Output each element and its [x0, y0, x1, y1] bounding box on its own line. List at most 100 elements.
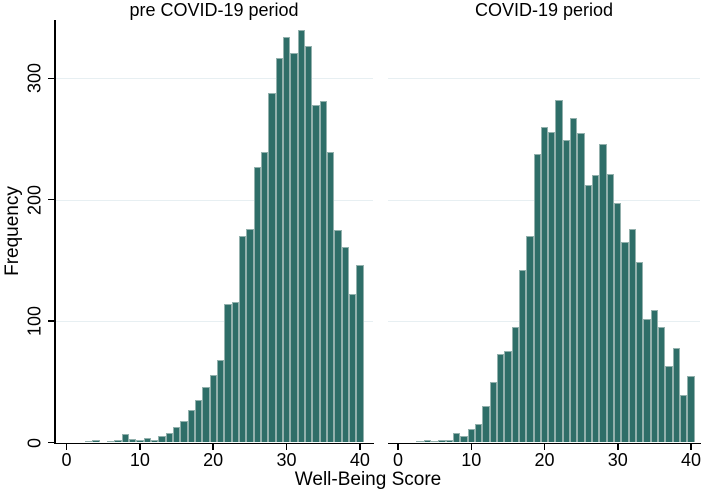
histogram-bar: [165, 432, 173, 443]
histogram-bar: [599, 143, 607, 443]
panel-title-pre-covid: pre COVID-19 period: [129, 0, 299, 20]
histogram-bar: [665, 366, 673, 443]
x-tick-mark: [397, 444, 399, 450]
histogram-bar: [304, 45, 313, 443]
histogram-bar: [268, 92, 276, 443]
histogram-bar: [533, 153, 541, 443]
histogram-bar: [584, 185, 593, 443]
gridline-300-pre-covid: [55, 78, 373, 80]
histogram-bar: [143, 437, 151, 443]
histogram-bar: [84, 441, 93, 443]
histogram-bar: [224, 304, 232, 443]
x-tick-label: 0: [392, 450, 404, 470]
x-tick-mark: [212, 444, 214, 450]
histogram-bar: [577, 132, 585, 443]
histogram-bar: [356, 265, 364, 443]
x-tick-label: 40: [349, 450, 370, 470]
histogram-bar: [460, 436, 468, 443]
histogram-bar: [180, 420, 188, 443]
histogram-bar: [246, 228, 254, 443]
x-tick-label: 30: [276, 450, 297, 470]
histogram-bar: [290, 52, 298, 443]
histogram-bar: [511, 327, 519, 443]
y-tick-mark: [48, 441, 55, 444]
histogram-bar: [275, 57, 283, 443]
histogram-bar: [136, 440, 144, 443]
histogram-bar: [114, 440, 122, 443]
histogram-bar: [518, 270, 527, 443]
x-tick-label: 30: [607, 450, 628, 470]
gridline-300-covid: [387, 78, 700, 80]
histogram-bar: [348, 294, 357, 443]
histogram-bar: [326, 152, 335, 443]
x-tick-label: 20: [534, 450, 555, 470]
histogram-bar: [423, 440, 431, 443]
histogram-bar: [482, 406, 490, 443]
x-tick-mark: [359, 444, 361, 450]
histogram-bar: [672, 347, 680, 443]
y-tick-label: 0: [24, 437, 45, 448]
y-tick-label: 200: [24, 184, 45, 215]
histogram-bar: [121, 434, 129, 443]
histogram-bar: [496, 353, 505, 443]
histogram-bar: [158, 436, 166, 443]
x-axis-line-left-panel: [54, 442, 375, 445]
histogram-bar: [150, 440, 159, 443]
histogram-bar: [194, 400, 203, 443]
x-tick-label: 10: [461, 450, 482, 470]
histogram-bar: [570, 118, 578, 443]
gridline-200-pre-covid: [55, 199, 373, 201]
histogram-bar: [606, 174, 615, 443]
histogram-bar: [526, 236, 534, 443]
histogram-bar: [592, 175, 600, 443]
x-tick-mark: [543, 444, 546, 450]
x-tick-label: 40: [680, 450, 702, 470]
panel-title-covid: COVID-19 period: [474, 0, 614, 20]
x-tick-mark: [617, 444, 619, 450]
histogram-bar: [216, 359, 225, 443]
x-tick-mark: [690, 444, 692, 450]
histogram-bar: [202, 386, 210, 443]
histogram-bar: [128, 438, 137, 443]
histogram-bar: [238, 236, 247, 443]
y-tick-mark: [48, 77, 55, 80]
histogram-bar: [650, 310, 659, 443]
x-tick-label: 10: [129, 450, 150, 470]
histogram-bar: [297, 29, 305, 443]
y-axis-title: Frequency: [2, 186, 23, 276]
histogram-bar: [106, 441, 115, 443]
y-tick-label: 300: [24, 63, 45, 94]
x-tick-label: 0: [61, 450, 72, 470]
histogram-bar: [474, 424, 483, 443]
histogram-bar: [628, 228, 637, 443]
histogram-bar: [231, 301, 239, 443]
y-tick-label: 100: [24, 306, 45, 337]
histogram-bar: [621, 242, 629, 443]
histogram-bar: [282, 37, 291, 443]
histogram-bar: [540, 126, 549, 443]
histogram-bar: [438, 440, 446, 443]
histogram-bar: [680, 395, 688, 443]
x-axis-title: Well-Being Score: [294, 469, 442, 490]
histogram-bar: [504, 351, 512, 443]
histogram-bar: [636, 261, 644, 443]
y-tick-mark: [48, 320, 55, 322]
histogram-bar: [445, 440, 453, 443]
histogram-bar: [658, 327, 666, 443]
histogram-bar: [209, 374, 217, 443]
histogram-bar: [452, 432, 461, 443]
histogram-bar: [319, 101, 327, 443]
x-tick-mark: [139, 444, 141, 450]
histogram-bar: [643, 318, 651, 443]
x-tick-label: 20: [203, 450, 224, 470]
histogram-bar: [430, 441, 439, 443]
histogram-bar: [614, 203, 622, 443]
gridline-100-pre-covid: [55, 321, 373, 323]
x-tick-mark: [285, 444, 288, 450]
x-tick-mark: [65, 444, 68, 450]
histogram-bar: [341, 247, 349, 443]
histogram-bar: [334, 230, 342, 443]
histogram-bar: [92, 440, 100, 443]
histogram-bar: [260, 152, 269, 443]
